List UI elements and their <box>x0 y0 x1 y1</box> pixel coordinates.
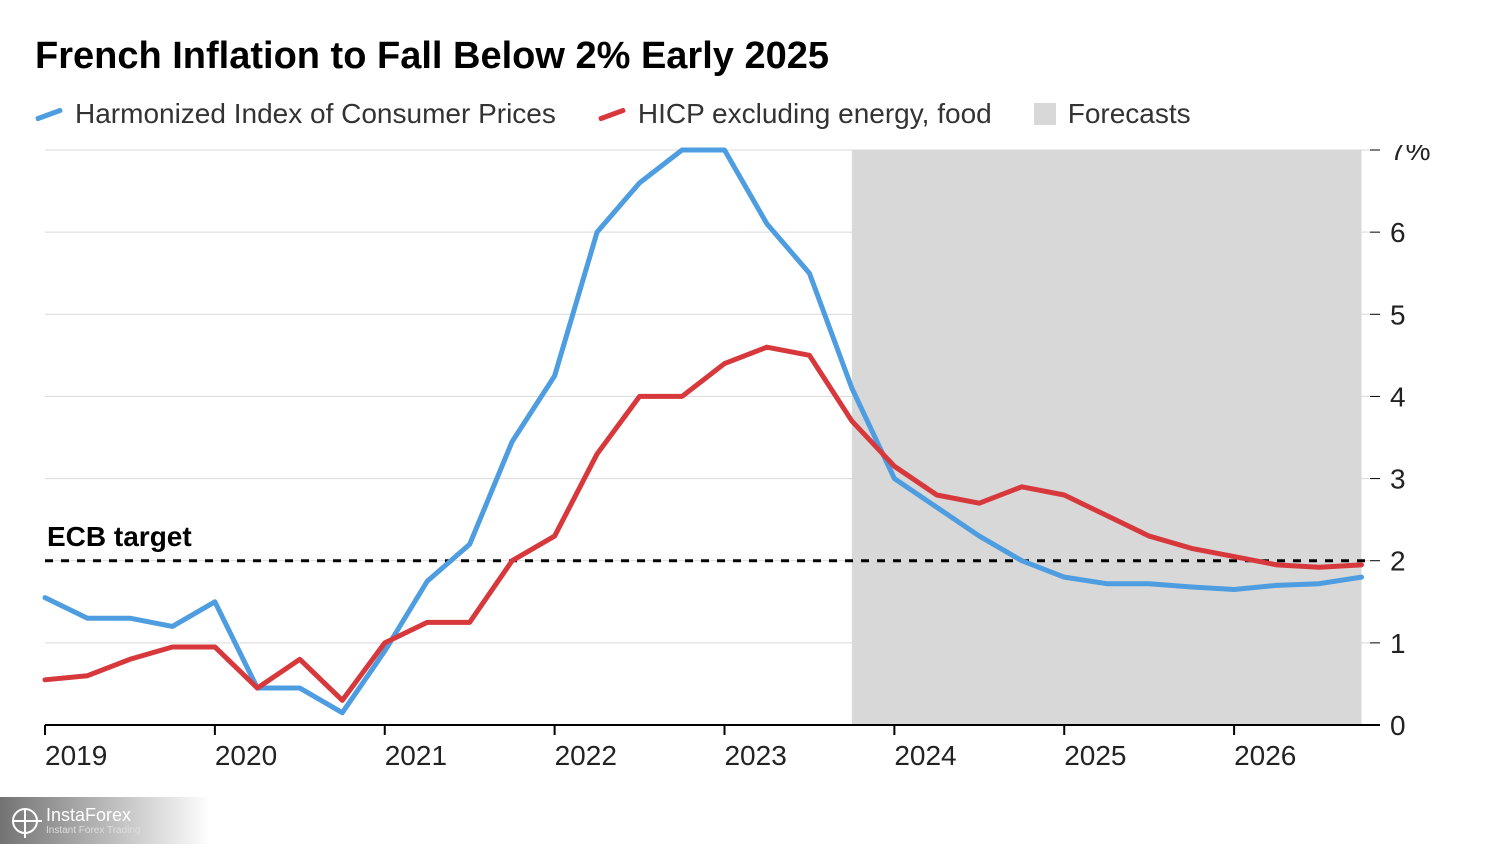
svg-text:4: 4 <box>1390 381 1406 412</box>
svg-text:7%: 7% <box>1390 145 1430 166</box>
svg-text:2020: 2020 <box>215 740 277 771</box>
legend-swatch-hicp <box>35 107 63 121</box>
svg-text:2021: 2021 <box>385 740 447 771</box>
legend: Harmonized Index of Consumer Prices HICP… <box>35 98 1460 130</box>
svg-text:2026: 2026 <box>1234 740 1296 771</box>
svg-text:6: 6 <box>1390 217 1406 248</box>
svg-text:2024: 2024 <box>894 740 956 771</box>
svg-text:2: 2 <box>1390 546 1406 577</box>
legend-label-core: HICP excluding energy, food <box>638 98 992 130</box>
watermark: InstaForex Instant Forex Trading <box>0 797 211 844</box>
line-chart-svg: 0 1 2 3 4 5 6 7% 2019 2020 2021 2022 2023 2024 2025 202… <box>35 145 1460 780</box>
plot-area: 0 1 2 3 4 5 6 7% 2019 2020 2021 2022 2023 2024 2025 202… <box>35 145 1460 780</box>
legend-label-forecast: Forecasts <box>1068 98 1191 130</box>
legend-swatch-forecast <box>1034 103 1056 125</box>
svg-text:0: 0 <box>1390 710 1406 741</box>
legend-label-hicp: Harmonized Index of Consumer Prices <box>75 98 556 130</box>
gear-icon <box>12 808 38 834</box>
svg-text:3: 3 <box>1390 464 1406 495</box>
chart-title: French Inflation to Fall Below 2% Early … <box>35 35 1460 78</box>
svg-text:2019: 2019 <box>45 740 107 771</box>
watermark-brand: InstaForex <box>46 805 141 826</box>
svg-text:2025: 2025 <box>1064 740 1126 771</box>
chart-container: French Inflation to Fall Below 2% Early … <box>0 0 1500 850</box>
watermark-tagline: Instant Forex Trading <box>46 826 141 836</box>
svg-text:2023: 2023 <box>724 740 786 771</box>
svg-text:2022: 2022 <box>555 740 617 771</box>
svg-text:1: 1 <box>1390 628 1406 659</box>
svg-text:5: 5 <box>1390 299 1406 330</box>
legend-swatch-core <box>598 107 626 121</box>
